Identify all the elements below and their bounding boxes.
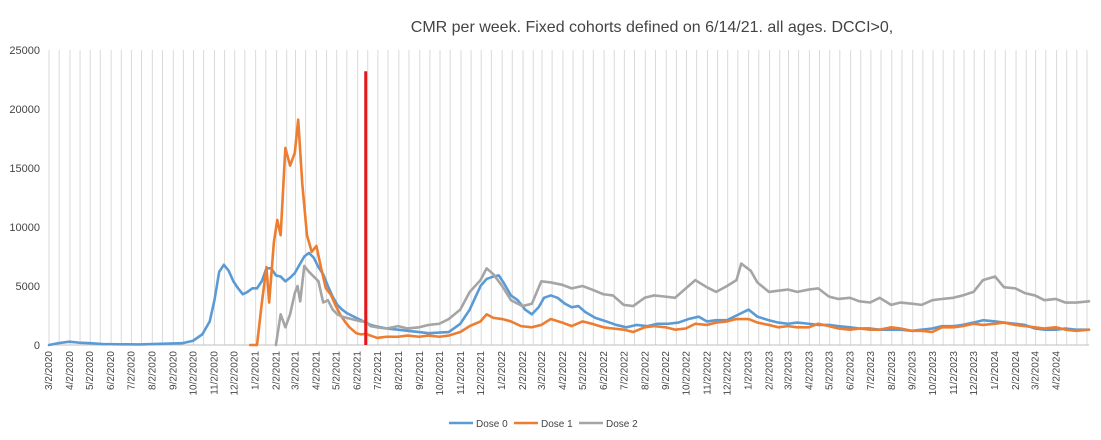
x-tick-label: 2/2/2022 [518,351,529,390]
series-line-dose-2 [274,262,1091,347]
series-group [47,118,1091,347]
x-tick-label: 9/2/2020 [168,351,179,390]
x-tick-label: 5/2/2021 [332,351,343,390]
legend: Dose 0 Dose 1 Dose 2 [449,419,638,430]
x-tick-label: 9/2/2022 [661,351,672,390]
x-tick-label: 12/2/2022 [723,351,734,396]
x-tick-label: 1/2/2021 [251,351,262,390]
x-tick-label: 2/2/2021 [272,351,283,390]
legend-label: Dose 1 [541,419,573,430]
x-tick-label: 4/2/2024 [1052,351,1063,390]
x-tick-label: 1/2/2024 [990,351,1001,390]
legend-label: Dose 0 [476,419,508,430]
y-tick-label: 20000 [9,104,40,116]
x-tick-label: 10/2/2022 [682,351,693,396]
x-tick-label: 6/2/2020 [106,351,117,390]
gridlines [48,50,1088,345]
y-tick-label: 15000 [9,163,40,175]
x-tick-label: 11/2/2023 [949,351,960,395]
x-tick-label: 3/2/2023 [783,351,794,390]
y-axis: 0 5000 10000 15000 20000 25000 [9,45,40,352]
x-tick-label: 8/2/2020 [147,351,158,390]
x-tick-label: 8/2/2022 [640,351,651,390]
x-tick-label: 12/2/2020 [230,351,241,396]
x-tick-label: 1/2/2022 [497,351,508,390]
x-tick-label: 5/2/2020 [85,351,96,390]
x-tick-label: 11/2/2020 [209,351,220,395]
x-tick-label: 9/2/2021 [415,351,426,390]
x-tick-label: 3/2/2024 [1031,351,1042,390]
x-tick-label: 5/2/2023 [825,351,836,390]
x-tick-label: 4/2/2020 [65,351,76,390]
x-tick-label: 7/2/2020 [126,351,137,390]
x-tick-label: 4/2/2023 [804,351,815,390]
x-tick-label: 3/2/2021 [290,351,301,390]
x-tick-label: 4/2/2021 [311,351,322,390]
x-tick-label: 10/2/2023 [928,351,939,396]
x-tick-label: 6/2/2023 [846,351,857,390]
x-tick-label: 7/2/2022 [619,351,630,390]
x-tick-label: 8/2/2023 [887,351,898,390]
x-tick-label: 11/2/2021 [456,351,467,395]
x-tick-label: 7/2/2023 [866,351,877,390]
x-tick-label: 10/2/2021 [435,351,446,396]
x-tick-label: 9/2/2023 [908,351,919,390]
x-tick-label: 3/2/2020 [44,351,55,390]
y-tick-label: 10000 [9,222,40,234]
x-tick-label: 6/2/2022 [599,351,610,390]
x-tick-label: 4/2/2022 [558,351,569,390]
y-tick-label: 25000 [9,45,40,57]
series-line-dose-1 [248,118,1091,347]
x-tick-label: 1/2/2023 [744,351,755,390]
x-tick-label: 12/2/2021 [476,351,487,396]
x-tick-label: 6/2/2021 [353,351,364,390]
x-tick-label: 5/2/2022 [578,351,589,390]
x-tick-label: 11/2/2022 [702,351,713,395]
x-tick-label: 7/2/2021 [373,351,384,390]
y-tick-label: 5000 [16,281,40,293]
x-tick-label: 12/2/2023 [969,351,980,396]
legend-label: Dose 2 [606,419,638,430]
chart-title: CMR per week. Fixed cohorts defined on 6… [411,19,893,36]
x-axis: 3/2/2020 4/2/2020 5/2/2020 6/2/2020 7/2/2020… [44,344,1089,396]
y-tick-label: 0 [34,340,40,352]
x-tick-label: 2/2/2023 [765,351,776,390]
x-tick-label: 10/2/2020 [189,351,200,396]
x-tick-label: 8/2/2021 [394,351,405,390]
x-tick-label: 2/2/2024 [1011,351,1022,390]
x-tick-label: 3/2/2022 [537,351,548,390]
